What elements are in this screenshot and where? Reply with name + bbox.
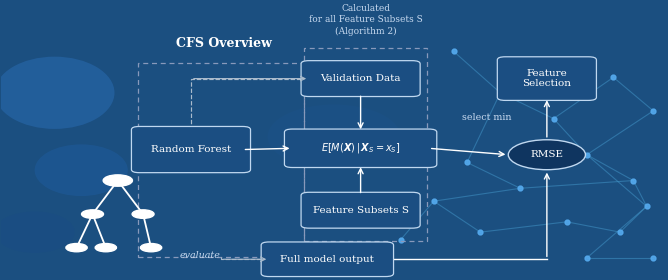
Circle shape	[95, 244, 116, 252]
Text: Feature Subsets S: Feature Subsets S	[313, 206, 409, 215]
FancyBboxPatch shape	[301, 61, 420, 97]
FancyBboxPatch shape	[497, 57, 597, 101]
Text: Full model output: Full model output	[281, 255, 374, 264]
Circle shape	[140, 244, 162, 252]
Ellipse shape	[0, 57, 114, 129]
Ellipse shape	[0, 211, 75, 253]
Text: RMSE: RMSE	[530, 150, 563, 159]
Text: Random Forest: Random Forest	[151, 145, 231, 154]
Text: Feature
Selection: Feature Selection	[522, 69, 571, 88]
Text: select min: select min	[462, 113, 512, 122]
Circle shape	[66, 244, 88, 252]
Bar	[138, 63, 304, 257]
Circle shape	[103, 175, 132, 186]
Circle shape	[508, 140, 585, 170]
FancyBboxPatch shape	[301, 192, 420, 228]
Text: Calculated
for all Feature Subsets S
(Algorithm 2): Calculated for all Feature Subsets S (Al…	[309, 4, 423, 36]
Text: CFS Overview: CFS Overview	[176, 37, 272, 50]
Text: evaluate: evaluate	[179, 251, 220, 260]
Text: $E[M(\boldsymbol{X})\,|\,\boldsymbol{X}_S = x_S]$: $E[M(\boldsymbol{X})\,|\,\boldsymbol{X}_…	[321, 141, 400, 155]
Circle shape	[81, 210, 104, 218]
Text: Validation Data: Validation Data	[321, 74, 401, 83]
FancyBboxPatch shape	[261, 242, 393, 277]
Circle shape	[132, 210, 154, 218]
Ellipse shape	[267, 104, 401, 169]
Bar	[304, 48, 427, 241]
FancyBboxPatch shape	[285, 129, 437, 167]
FancyBboxPatch shape	[132, 127, 250, 173]
Ellipse shape	[35, 144, 128, 196]
